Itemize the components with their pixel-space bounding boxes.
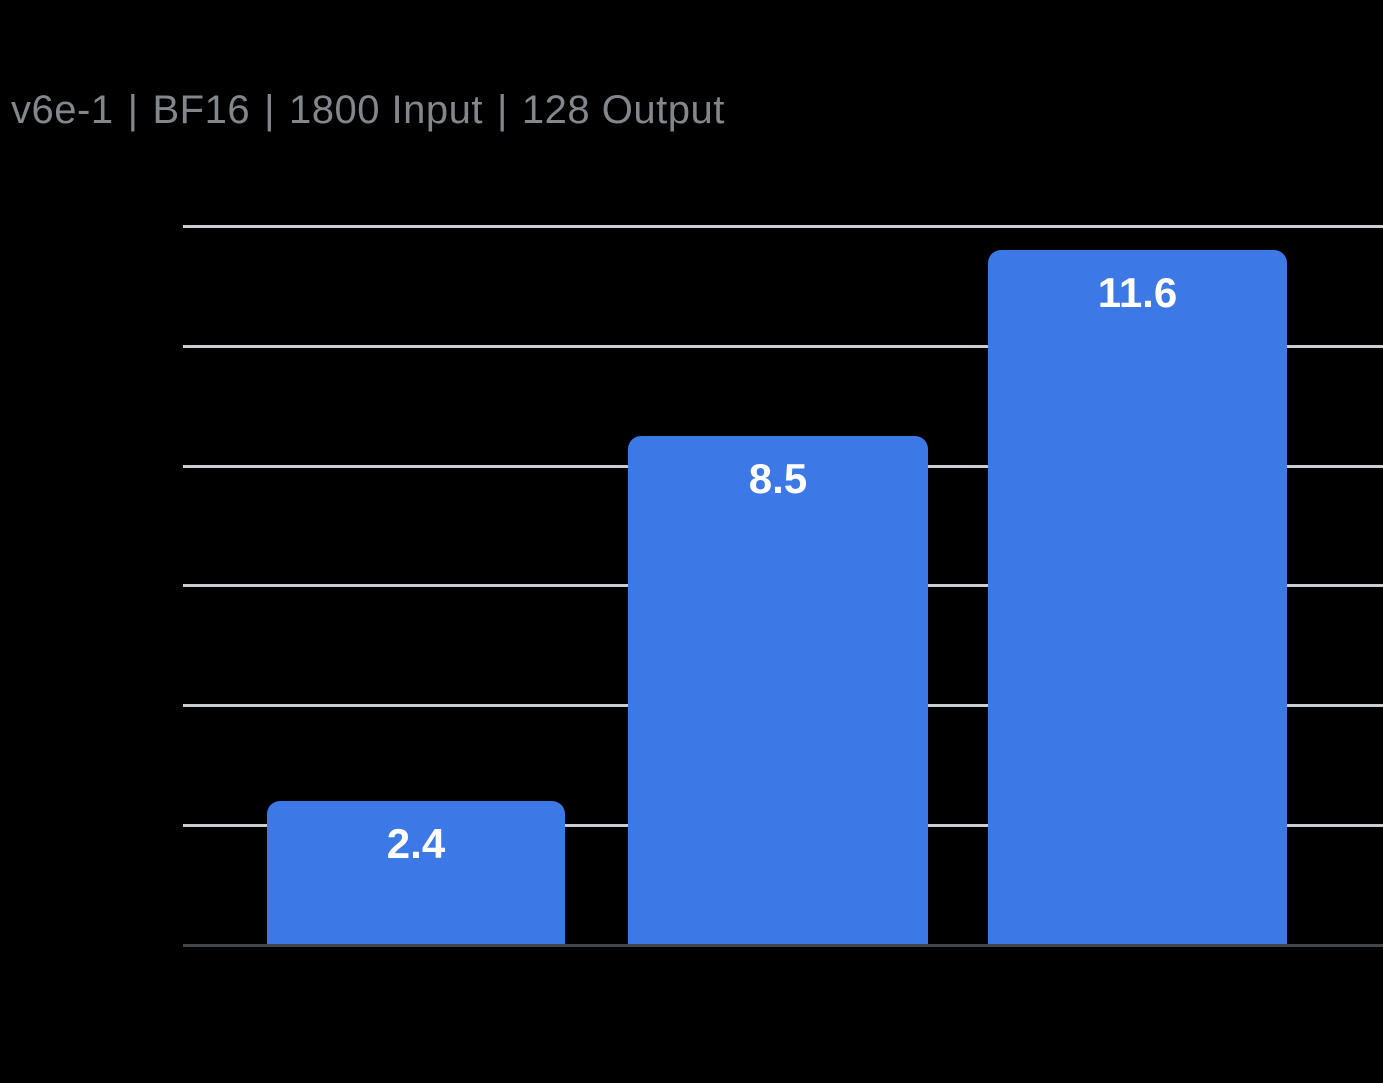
title-separator: | xyxy=(264,88,275,132)
bar-1-value-label: 2.4 xyxy=(386,820,446,867)
x-axis-line xyxy=(183,944,1383,947)
bar-2-value-label: 8.5 xyxy=(748,455,808,502)
bar-3-value-label: 11.6 xyxy=(1097,269,1178,316)
plot-area: 2.4 8.5 11.6 xyxy=(183,225,1383,947)
bar-3: 11.6 xyxy=(988,250,1287,945)
gridline xyxy=(183,345,1383,348)
bar-1: 2.4 xyxy=(267,801,565,945)
title-segment-precision: BF16 xyxy=(152,88,251,132)
title-segment-input: 1800 Input xyxy=(288,88,484,132)
chart-title: v6e-1 | BF16 | 1800 Input | 128 Output xyxy=(11,88,725,133)
title-segment-output: 128 Output xyxy=(521,88,725,132)
title-separator: | xyxy=(497,88,508,132)
title-separator: | xyxy=(127,88,139,132)
gridline xyxy=(183,225,1383,228)
bar-2: 8.5 xyxy=(628,436,928,945)
title-segment-hardware: v6e-1 xyxy=(11,88,114,132)
